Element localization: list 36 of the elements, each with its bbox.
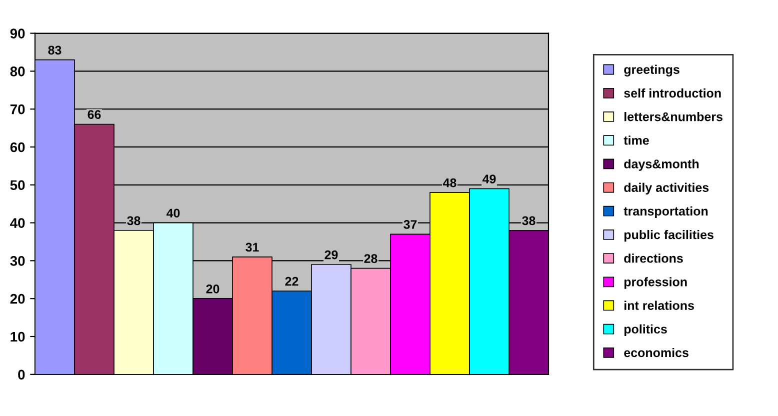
data-label: 22 (285, 276, 298, 286)
data-label: 31 (246, 242, 259, 252)
legend-label: days&month (624, 159, 699, 171)
y-tick-label: 70 (10, 104, 25, 114)
data-label: 40 (166, 208, 180, 218)
y-tick-label: 10 (10, 332, 25, 342)
data-label: 20 (206, 284, 220, 294)
legend-label: daily activities (624, 182, 709, 194)
y-tick-label: 80 (10, 66, 25, 76)
y-tick-label: 0 (18, 370, 25, 380)
data-label: 48 (442, 178, 456, 188)
y-tick-label: 90 (10, 28, 25, 38)
data-label: 83 (48, 46, 62, 55)
legend-label: time (624, 136, 649, 145)
legend-label: directions (624, 254, 683, 263)
y-tick-label: 50 (10, 180, 25, 190)
y-tick-label: 30 (10, 256, 25, 266)
legend-label: self introduction (624, 88, 721, 98)
legend-label: profession (624, 277, 687, 289)
data-label: 49 (482, 174, 496, 184)
data-label: 28 (364, 254, 378, 264)
legend-label: transportation (624, 206, 708, 218)
legend-label: int relations (624, 300, 694, 310)
y-tick-label: 60 (10, 142, 25, 152)
data-label: 29 (324, 250, 338, 260)
legend-label: greetings (624, 64, 680, 76)
y-tick-label: 40 (10, 218, 25, 228)
legend-label: letters&numbers (624, 112, 722, 122)
legend-label: economics (624, 348, 688, 358)
data-label: 37 (404, 220, 417, 229)
data-label: 38 (127, 216, 140, 226)
data-label: 38 (522, 216, 536, 226)
data-label: 66 (88, 110, 101, 119)
legend-label: public facilities (624, 230, 714, 242)
y-tick-label: 20 (10, 294, 25, 304)
legend-label: politics (624, 324, 667, 336)
